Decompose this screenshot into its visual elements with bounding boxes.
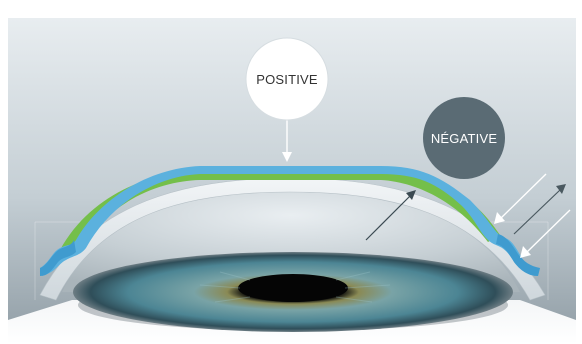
arrow-up-right-icon [365,190,416,241]
positive-bubble: POSITIVE [245,37,329,121]
positive-label: POSITIVE [256,72,318,87]
lens-edge-left [40,240,76,276]
pupil [238,274,348,302]
negative-bubble: NÉGATIVE [423,97,505,179]
cornea-layer [39,177,546,301]
arrow-down-left-icon-lower [520,209,571,258]
arrow-up-right-icon-outer [513,184,566,235]
arrow-down-left-icon [494,173,547,224]
negative-label: NÉGATIVE [431,131,498,146]
arrow-down-icon [282,116,292,162]
iris-fibers [199,271,391,303]
lens-edge-right [496,234,540,276]
